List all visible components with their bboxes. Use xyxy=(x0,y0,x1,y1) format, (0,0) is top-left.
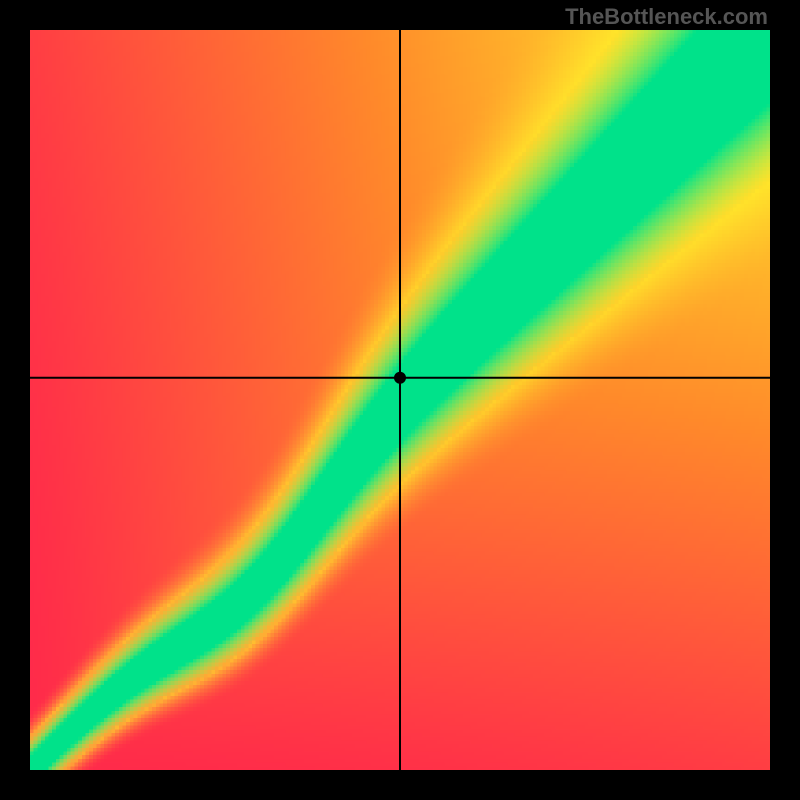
chart-wrapper: TheBottleneck.com xyxy=(0,0,800,800)
watermark-text: TheBottleneck.com xyxy=(565,4,768,30)
bottleneck-heatmap xyxy=(30,30,770,770)
